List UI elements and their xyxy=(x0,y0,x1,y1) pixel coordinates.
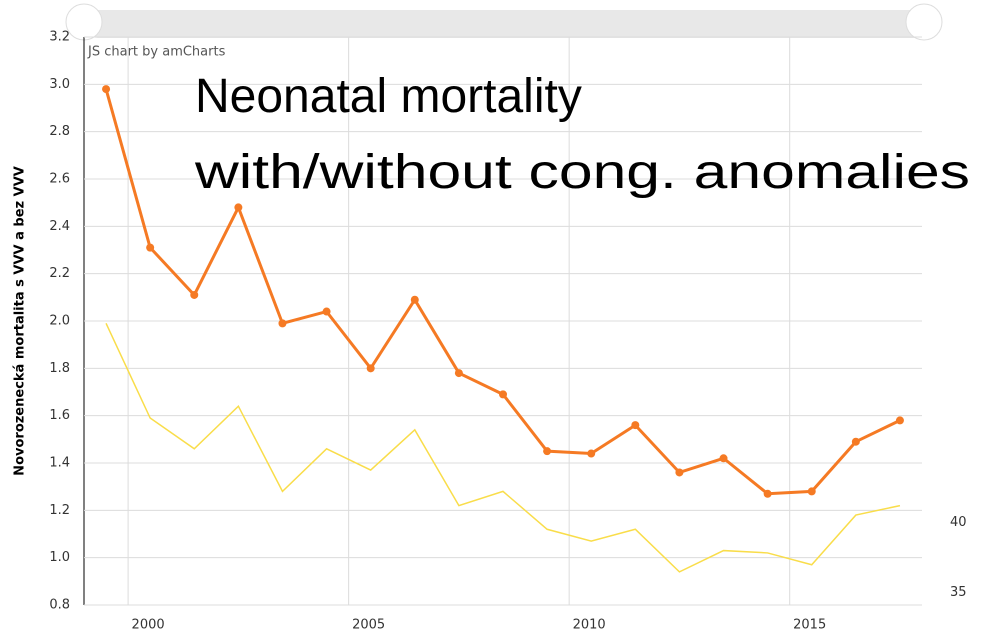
y-tick-label: 2.4 xyxy=(49,219,70,234)
chart-title: with/without cong. anomalies xyxy=(194,146,970,199)
chart-title: Neonatal mortality xyxy=(195,70,582,123)
data-point xyxy=(102,85,111,94)
data-point xyxy=(587,449,596,458)
data-point xyxy=(146,243,155,252)
y2-tick-label: 40 xyxy=(950,515,967,530)
data-point xyxy=(763,489,772,498)
y-tick-label: 0.8 xyxy=(49,598,70,613)
x-tick-label: 2015 xyxy=(793,618,826,633)
data-point xyxy=(675,468,684,477)
data-point xyxy=(454,369,463,378)
scrollbar-grip[interactable] xyxy=(905,3,943,41)
data-point xyxy=(410,295,419,304)
credit: JS chart by amCharts xyxy=(87,45,226,60)
y-tick-label: 3.0 xyxy=(49,77,70,92)
y-tick-label: 1.8 xyxy=(49,361,70,376)
y-tick-label: 1.2 xyxy=(49,503,70,518)
data-point xyxy=(807,487,816,496)
scrollbar-grip[interactable] xyxy=(65,3,103,41)
data-point xyxy=(499,390,507,399)
data-point xyxy=(322,307,331,316)
x-tick-label: 2010 xyxy=(573,618,606,633)
data-point xyxy=(366,364,375,373)
y-tick-label: 1.0 xyxy=(49,550,70,565)
y2-tick-label: 35 xyxy=(950,585,967,600)
x-tick-label: 2000 xyxy=(132,618,165,633)
data-point xyxy=(895,416,904,425)
y-tick-label: 1.4 xyxy=(49,456,70,471)
y-axis-title: Novorozenecká mortalita s VVV a bez VVV xyxy=(13,166,28,476)
scrollbar[interactable] xyxy=(84,10,934,38)
data-point xyxy=(719,454,728,463)
data-point xyxy=(631,421,640,430)
y-tick-label: 2.0 xyxy=(49,314,70,329)
data-point xyxy=(190,290,199,299)
y-tick-label: 2.6 xyxy=(49,172,70,187)
y-tick-label: 2.8 xyxy=(49,124,70,139)
data-point xyxy=(543,447,552,456)
data-point xyxy=(851,437,860,446)
data-point xyxy=(278,319,287,328)
data-point xyxy=(234,203,243,212)
y-tick-label: 2.2 xyxy=(49,266,70,281)
x-tick-label: 2005 xyxy=(352,618,385,633)
series-line xyxy=(105,323,901,573)
y-tick-label: 1.6 xyxy=(49,408,70,423)
y-tick-label: 3.2 xyxy=(49,30,70,45)
